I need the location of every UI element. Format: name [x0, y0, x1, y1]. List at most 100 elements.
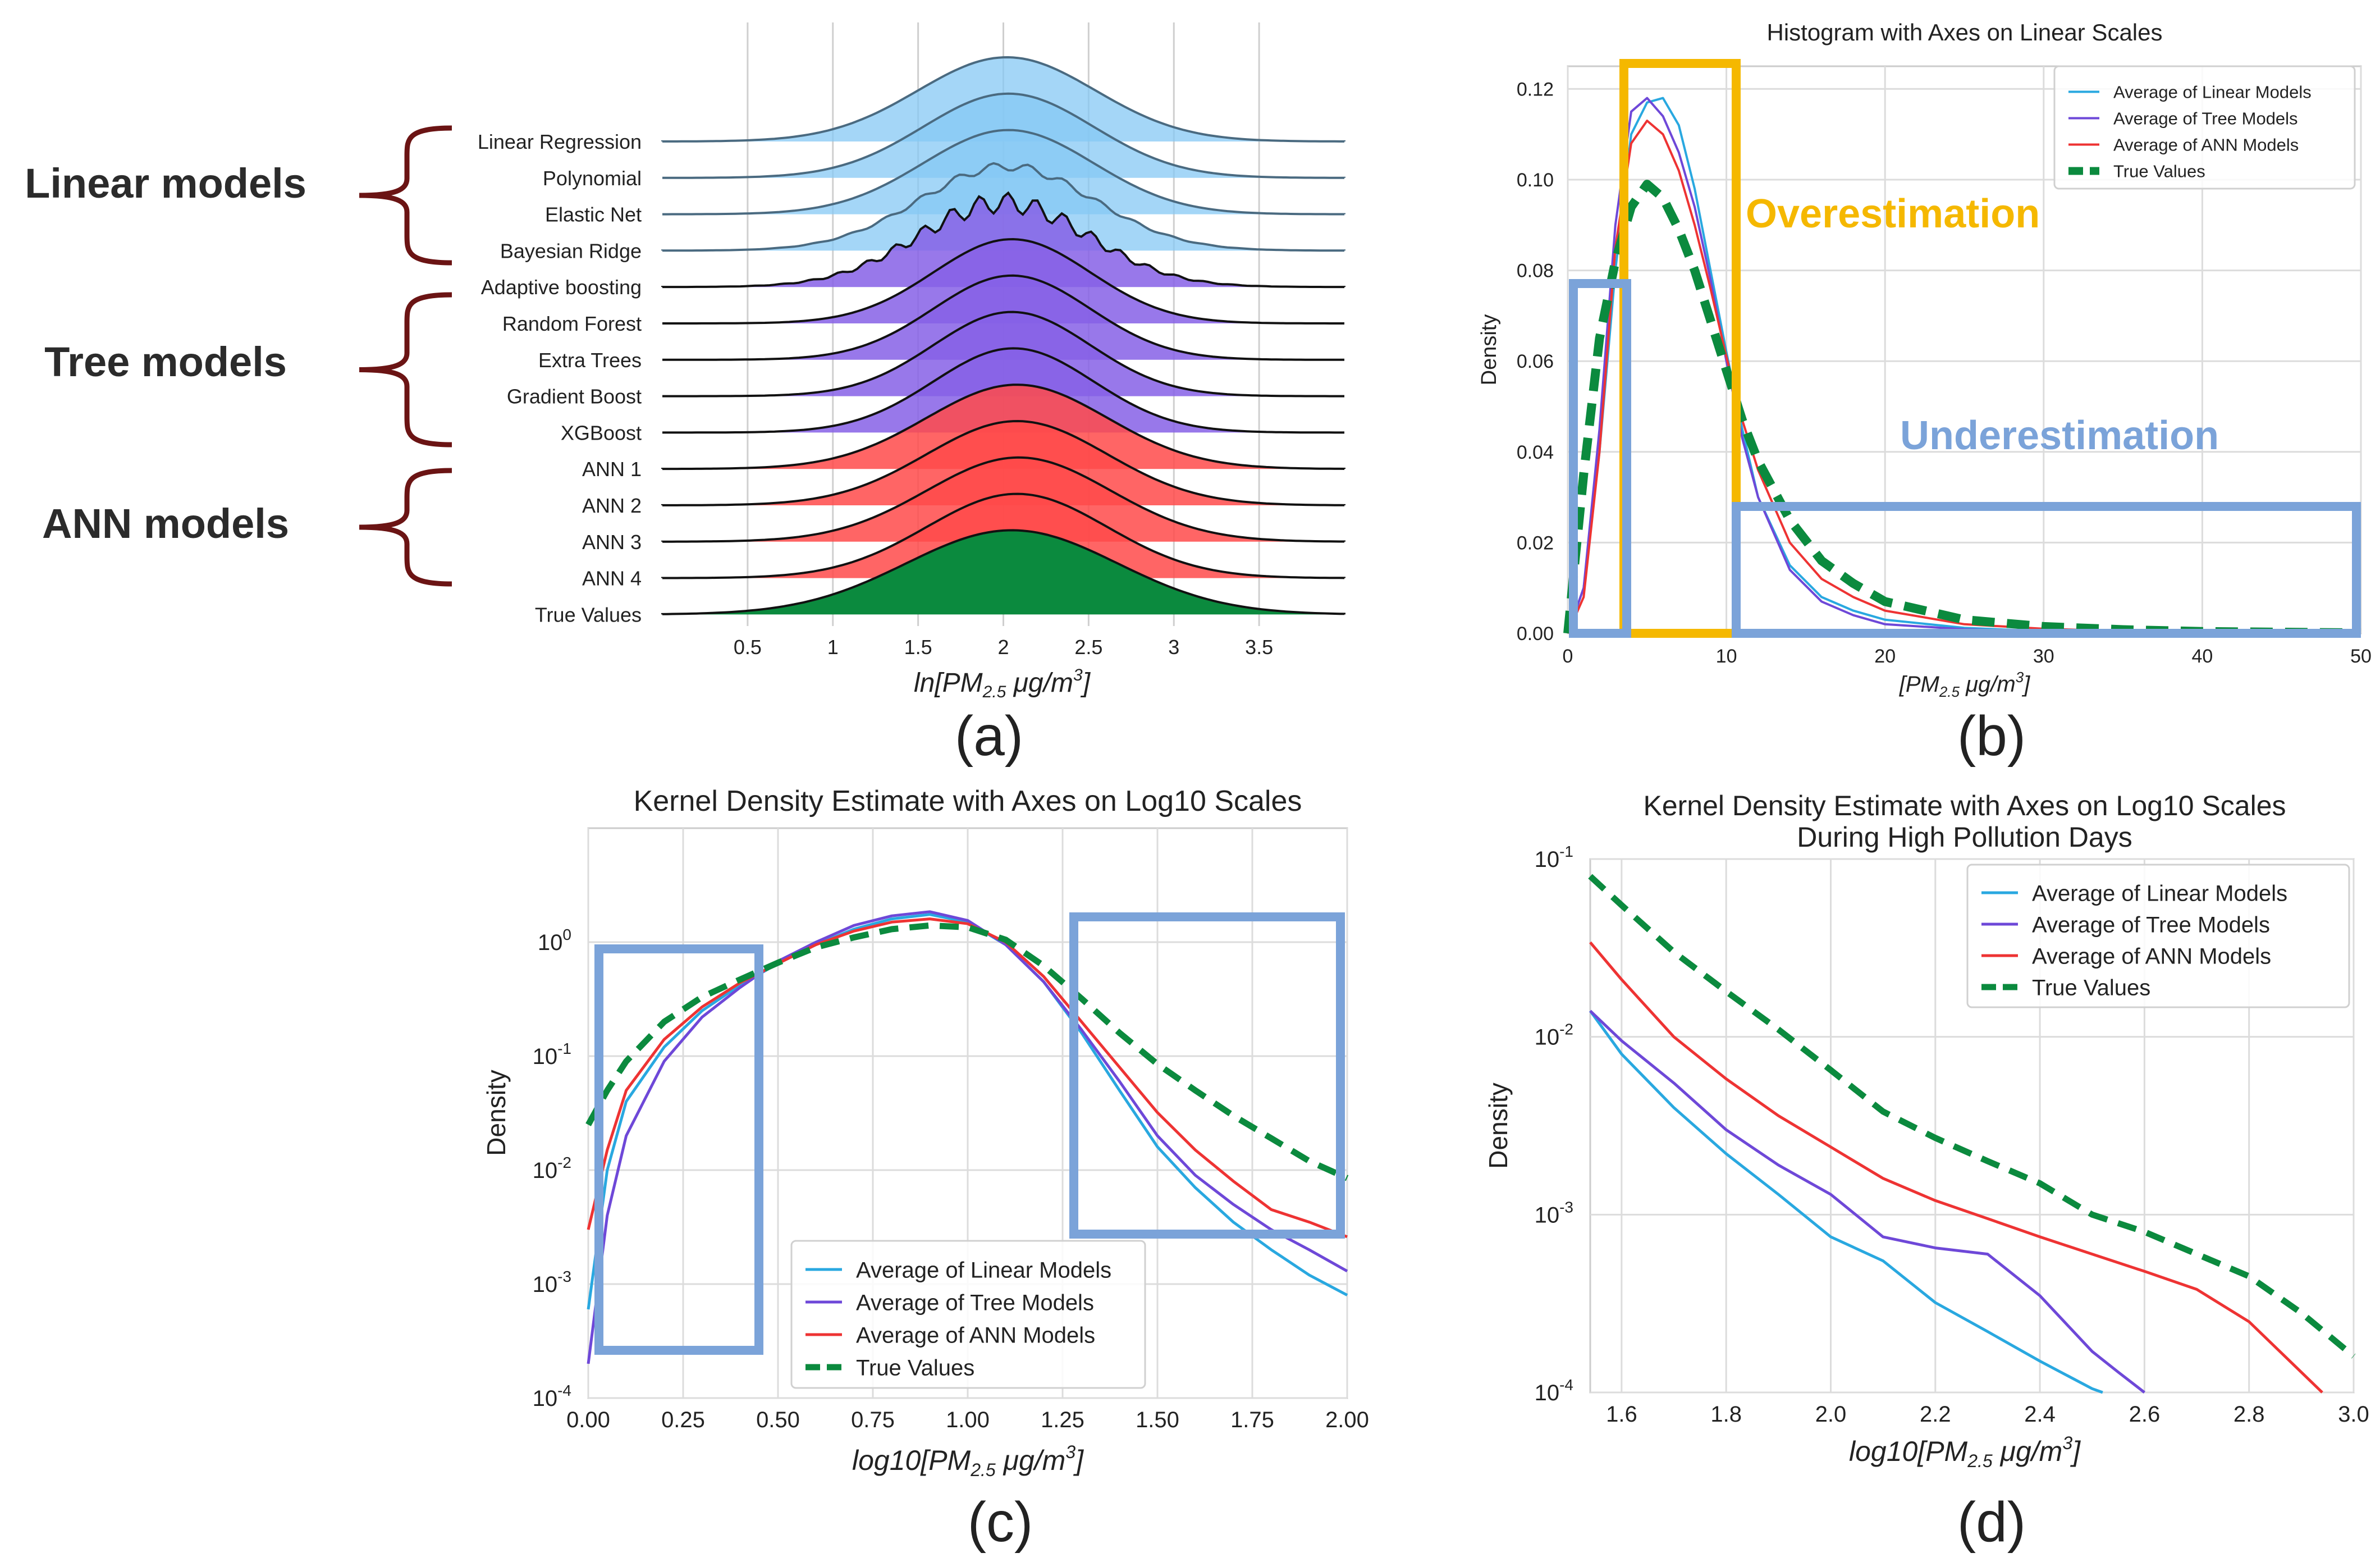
- ridge-line: [662, 274, 1344, 361]
- panel-b-ytick: 0.08: [1517, 261, 1554, 282]
- panel-c-series-line: [587, 910, 1348, 1364]
- panel-d-series-line: [1589, 1010, 2103, 1394]
- legend-entry: True Values: [856, 1355, 974, 1380]
- panel-b-ytick: 0.12: [1517, 79, 1554, 100]
- panel-c-legend: Average of Linear Models Average of Tree …: [790, 1240, 1146, 1389]
- ridge-label: Extra Trees: [538, 349, 642, 372]
- panel-d-series-line: [1589, 941, 2323, 1394]
- legend-entry: Average of Linear Models: [856, 1258, 1111, 1282]
- legend-entry: Average of Linear Models: [2032, 881, 2287, 906]
- panel-d-series-line: [1588, 874, 2356, 1359]
- ytick-exp: -2: [1559, 1021, 1573, 1038]
- panel-b-caption: (b): [1957, 705, 2026, 768]
- ytick-base: 10: [533, 1272, 558, 1297]
- ytick-exp: -3: [557, 1268, 571, 1285]
- panel-d-xtick: 2.6: [2129, 1402, 2161, 1427]
- panel-d-xtick: 1.6: [1606, 1402, 1637, 1427]
- panel-b-xtick: 50: [2350, 646, 2372, 667]
- panel-d-xtick: 1.8: [1710, 1402, 1742, 1427]
- panel-c-xtick: 0.25: [661, 1408, 705, 1432]
- panel-c-xtick: 1.25: [1041, 1408, 1084, 1432]
- underestimation-box-right: [1732, 502, 2361, 638]
- legend-entry: True Values: [2032, 975, 2150, 1000]
- panel-a-xtick: 1: [827, 636, 839, 659]
- ridge-line: [661, 529, 1345, 615]
- legend-entry: Average of ANN Models: [856, 1323, 1095, 1348]
- underestimation-label: Underestimation: [1900, 413, 2219, 458]
- panel-c-xlabel: log10[PM2.5 μg/m3]: [852, 1442, 1084, 1480]
- panel-d-title-line1: Kernel Density Estimate with Axes on Log…: [1643, 790, 2286, 821]
- panel-c-ytick: 10-4: [533, 1382, 571, 1411]
- panel-b-ytick: 0.02: [1517, 532, 1554, 554]
- legend-entry: Average of ANN Models: [2032, 944, 2271, 969]
- ridge-line: [661, 383, 1345, 471]
- panel-b-xtick: 40: [2191, 646, 2213, 667]
- ridge-line: [662, 238, 1344, 325]
- panel-c-xtick: 0.75: [851, 1408, 895, 1432]
- ridge-line: [662, 310, 1344, 398]
- ytick-exp: -4: [557, 1382, 571, 1399]
- panel-b-ytick: 0.04: [1517, 442, 1554, 463]
- ridge-line: [661, 492, 1345, 579]
- ridge-label: True Values: [535, 603, 642, 626]
- ridge-line: [661, 456, 1345, 543]
- ridge-label: ANN 3: [582, 531, 642, 554]
- ridge-label: ANN 4: [582, 567, 642, 590]
- underestimation-box-high: [1069, 912, 1345, 1239]
- underestimation-box-left: [1569, 279, 1631, 638]
- panel-d-xtick: 2.4: [2024, 1402, 2056, 1427]
- legend-entry: Average of ANN Models: [2113, 135, 2299, 155]
- ytick-base: 10: [1535, 1381, 1560, 1405]
- ytick-exp: -4: [1559, 1376, 1573, 1394]
- panel-d-ytick: 10-2: [1535, 1021, 1573, 1050]
- panel-a-xtick: 2.5: [1074, 636, 1102, 659]
- panel-d-caption: (d): [1957, 1491, 2026, 1554]
- panel-b-xlabel: [PM2.5 μg/m3]: [1899, 669, 2030, 700]
- panel-d-xtick: 2.2: [1920, 1402, 1951, 1427]
- ridge-label: Random Forest: [502, 312, 642, 335]
- panel-a-xtick: 0.5: [734, 636, 762, 659]
- panel-b-xtick: 0: [1563, 646, 1573, 667]
- panel-a-xlabel: ln[PM2.5 μg/m3]: [914, 666, 1091, 701]
- panel-c-title: Kernel Density Estimate with Axes on Log…: [634, 785, 1302, 817]
- ridge-label: Elastic Net: [545, 203, 642, 226]
- legend-entry: Average of Tree Models: [2032, 912, 2270, 937]
- panel-c-xtick: 0.00: [566, 1408, 610, 1432]
- panel-d-ytick: 10-1: [1535, 843, 1573, 872]
- ridge-label: ANN 2: [582, 494, 642, 517]
- ytick-exp: 0: [562, 926, 571, 943]
- underestimation-box-low: [594, 944, 763, 1355]
- ytick-exp: -3: [1559, 1198, 1573, 1216]
- panel-c-xtick: 2.00: [1325, 1408, 1369, 1432]
- panel-d-xtick: 2.0: [1815, 1402, 1847, 1427]
- ridge-line: [661, 56, 1345, 143]
- ytick-base: 10: [533, 1158, 558, 1183]
- legend-frame: [1966, 864, 2350, 1008]
- ytick-base: 10: [1535, 847, 1560, 872]
- panel-c-caption: (c): [968, 1491, 1033, 1554]
- panel-d-title-line2: During High Pollution Days: [1797, 821, 2132, 853]
- ridge-line: [662, 129, 1345, 216]
- panel-b-xtick: 30: [2033, 646, 2054, 667]
- ridge-line: [661, 191, 1345, 289]
- panel-b-legend: Average of Linear Models Average of Tree …: [2053, 65, 2356, 190]
- legend-entry: Average of Tree Models: [856, 1290, 1094, 1315]
- panel-c-xtick: 0.50: [756, 1408, 800, 1432]
- panel-b-ylabel: Density: [1477, 314, 1501, 386]
- ytick-base: 10: [1535, 1025, 1560, 1050]
- panel-d-legend: Average of Linear Models Average of Tree …: [1966, 864, 2350, 1008]
- panel-c-series-line: [587, 913, 1348, 1310]
- panel-d: 1.6 1.8 2.0 2.2 2.4 2.6 2.8 3.010-410-310-210-1…: [1484, 790, 2369, 1554]
- panel-b-ytick: 0.10: [1517, 170, 1554, 191]
- panel-a-xtick: 3: [1168, 636, 1179, 659]
- panel-c-xtick: 1.00: [946, 1408, 990, 1432]
- ridge-label: Bayesian Ridge: [500, 239, 642, 262]
- ridge-line: [661, 419, 1345, 506]
- ridge-label: XGBoost: [561, 421, 642, 444]
- panel-a-caption: (a): [955, 705, 1023, 768]
- ytick-base: 10: [533, 1044, 558, 1069]
- panel-b-xtick: 20: [1874, 646, 1896, 667]
- panel-d-xlabel: log10[PM2.5 μg/m3]: [1849, 1433, 2081, 1471]
- overestimation-label: Overestimation: [1746, 191, 2040, 236]
